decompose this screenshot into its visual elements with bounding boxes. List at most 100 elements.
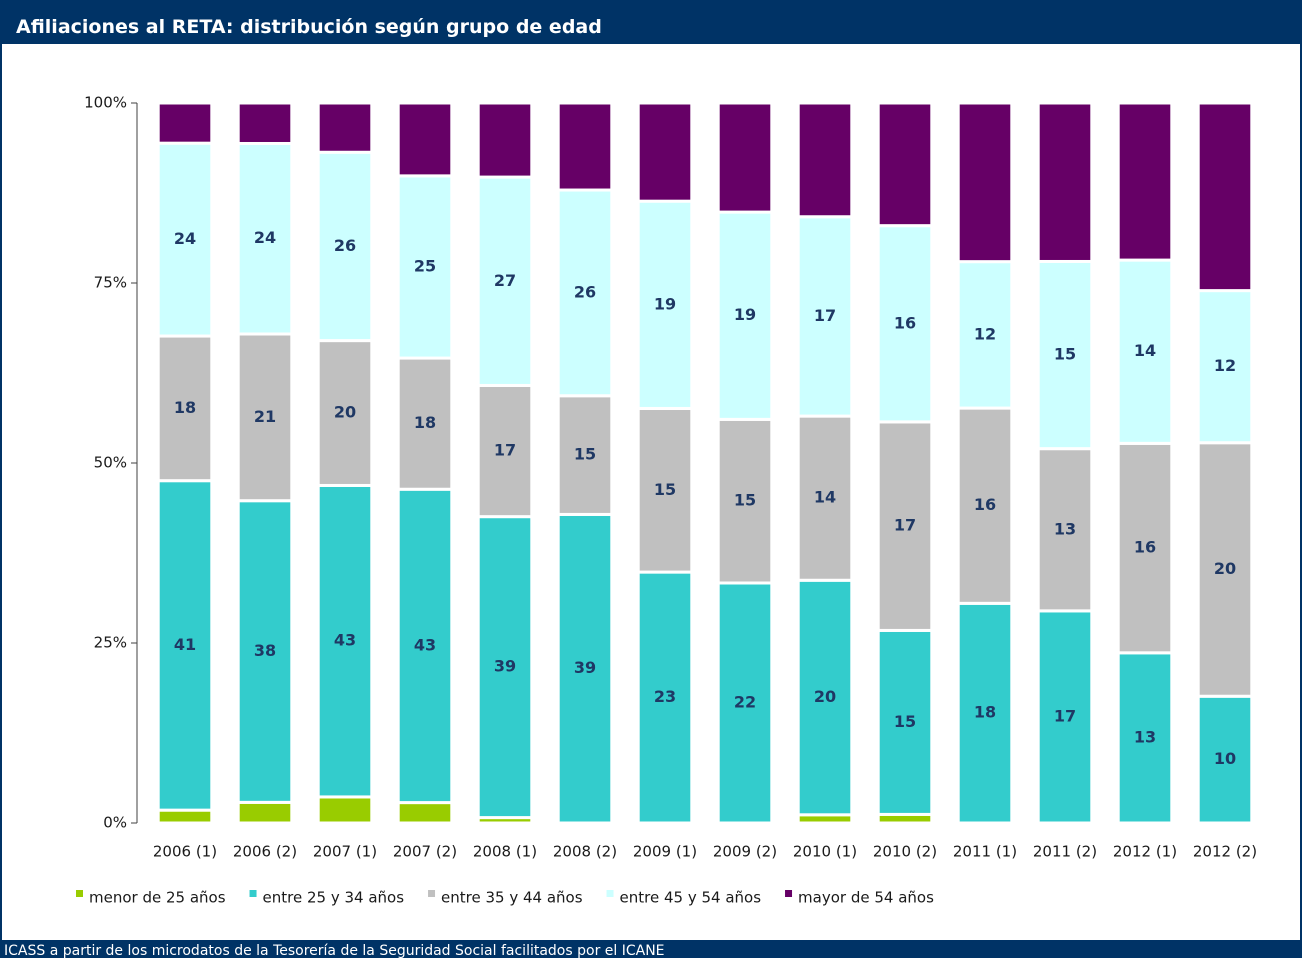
x-tick-label: 2010 (1) (793, 843, 857, 861)
value-label: 14 (814, 488, 836, 507)
value-label: 41 (174, 635, 196, 654)
value-label: 23 (654, 687, 676, 706)
value-label: 21 (254, 407, 276, 426)
bar-segment (236, 141, 294, 336)
value-label: 16 (1134, 538, 1156, 557)
value-label: 12 (1214, 356, 1236, 375)
bar-segment (156, 808, 214, 825)
bar-segment (716, 210, 774, 421)
legend-label: entre 45 y 54 años (620, 889, 762, 907)
value-label: 15 (654, 480, 676, 499)
bar-segment (316, 101, 374, 154)
x-tick-label: 2009 (2) (713, 843, 777, 861)
y-tick-label: 50% (94, 454, 127, 472)
legend-swatch (76, 890, 83, 897)
legend-swatch (785, 890, 793, 897)
bar-segment (956, 406, 1014, 605)
bar-segment (636, 101, 694, 203)
value-label: 20 (1214, 559, 1236, 578)
bar-segment (1116, 101, 1174, 262)
bar-segment (236, 332, 294, 503)
bar-segment (956, 260, 1014, 410)
x-tick-label: 2008 (2) (553, 843, 617, 861)
value-label: 15 (1054, 345, 1076, 364)
value-label: 12 (974, 324, 996, 343)
value-label: 24 (254, 228, 276, 247)
value-label: 16 (974, 495, 996, 514)
bar-segment (876, 628, 934, 816)
value-label: 18 (414, 413, 436, 432)
bar-segment (556, 101, 614, 192)
bar-segment (316, 150, 374, 343)
x-tick-label: 2011 (1) (953, 843, 1017, 861)
bar-segment (396, 174, 454, 360)
legend-swatch (249, 890, 257, 897)
bar-segment (796, 215, 854, 418)
x-tick-label: 2010 (2) (873, 843, 937, 861)
bar-segment (556, 188, 614, 398)
value-label: 20 (334, 403, 356, 422)
bar-segment (796, 101, 854, 219)
value-label: 27 (494, 271, 516, 290)
bar-segment (476, 101, 534, 179)
y-tick-label: 75% (94, 274, 127, 292)
x-tick-label: 2011 (2) (1033, 843, 1097, 861)
bar-segment (396, 801, 454, 825)
bar-segment (1196, 441, 1254, 698)
value-label: 15 (734, 491, 756, 510)
value-label: 14 (1134, 341, 1156, 360)
legend-label: entre 35 y 44 años (441, 889, 583, 907)
x-tick-label: 2006 (1) (153, 843, 217, 861)
value-label: 39 (494, 657, 516, 676)
y-tick-label: 25% (94, 634, 127, 652)
bar-segment (956, 601, 1014, 825)
value-label: 17 (894, 516, 916, 535)
value-label: 38 (254, 641, 276, 660)
value-label: 20 (814, 687, 836, 706)
bar-segment (716, 417, 774, 585)
value-label: 10 (1214, 749, 1236, 768)
bar-segment (156, 334, 214, 483)
bar-segment (636, 570, 694, 825)
value-label: 26 (574, 282, 596, 301)
bar-segment (476, 383, 534, 519)
bar-segment (876, 101, 934, 228)
value-label: 15 (574, 445, 596, 464)
x-tick-label: 2006 (2) (233, 843, 297, 861)
bar-segment (476, 175, 534, 387)
bar-segment (1116, 441, 1174, 655)
value-label: 43 (414, 635, 436, 654)
x-tick-label: 2012 (2) (1193, 843, 1257, 861)
x-tick-label: 2007 (2) (393, 843, 457, 861)
bar-segment (396, 487, 454, 805)
y-tick-label: 100% (84, 94, 127, 112)
bar-segment (396, 101, 454, 178)
bar-segment (636, 199, 694, 410)
value-label: 25 (414, 256, 436, 275)
bar-segment (156, 101, 214, 145)
bar-segment (236, 499, 294, 804)
value-label: 13 (1054, 519, 1076, 538)
bar-segment (476, 515, 534, 820)
bar-segment (1036, 447, 1094, 613)
bar-segment (1196, 694, 1254, 825)
x-tick-label: 2007 (1) (313, 843, 377, 861)
bar-segment (156, 479, 214, 812)
value-label: 13 (1134, 727, 1156, 746)
value-label: 19 (734, 305, 756, 324)
x-tick-label: 2009 (1) (633, 843, 697, 861)
source-bar (0, 940, 1302, 958)
bar-segment (716, 581, 774, 825)
value-label: 17 (1054, 706, 1076, 725)
x-tick-label: 2012 (1) (1113, 843, 1177, 861)
title-bar (0, 0, 1302, 44)
value-label: 24 (174, 229, 196, 248)
bar-segment (1036, 101, 1094, 263)
value-label: 19 (654, 294, 676, 313)
legend-label: menor de 25 años (89, 889, 226, 907)
bar-segment (236, 101, 294, 145)
legend-label: entre 25 y 34 años (263, 889, 405, 907)
value-label: 18 (174, 398, 196, 417)
legend-swatch (428, 890, 436, 897)
